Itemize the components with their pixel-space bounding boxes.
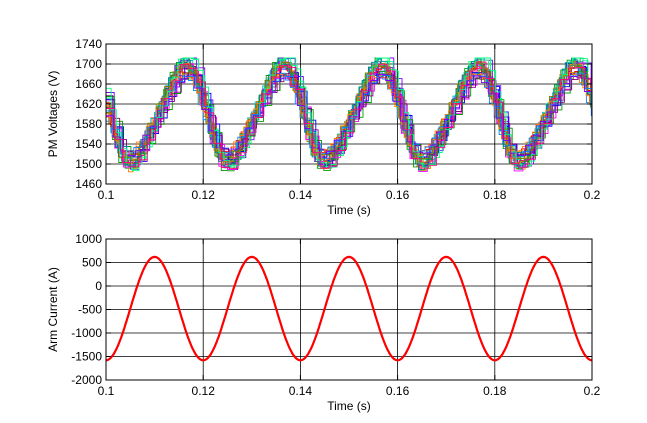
arm-current-y-tick-label: -2000 [71,373,102,387]
arm-current-x-tick-label: 0.2 [584,384,601,398]
arm-current-y-tick-label: -500 [78,303,102,317]
arm-current-x-tick-label: 0.12 [192,384,216,398]
pm-voltage-y-tick-label: 1660 [75,77,102,91]
arm-current-x-tick-label: 0.16 [386,384,410,398]
pm-voltage-y-tick-label: 1620 [75,97,102,111]
pm-voltage-y-tick-label: 1700 [75,57,102,71]
pm-voltage-x-tick-label: 0.2 [584,188,601,202]
arm-current-y-tick-label: -1500 [71,350,102,364]
pm-voltage-y-tick-label: 1460 [75,177,102,191]
arm-current-y-tick-label: -1000 [71,326,102,340]
arm-current-y-tick-label: 500 [82,256,102,270]
pm-voltage-x-tick-label: 0.12 [192,188,216,202]
pm-voltage-y-tick-labels: 1460 1500 1540 1580 1620 1660 1700 1740 [75,37,102,191]
pm-voltage-x-tick-label: 0.16 [386,188,410,202]
arm-current-y-tick-labels: -2000 -1500 -1000 -500 0 500 1000 [71,232,102,387]
pm-voltage-x-tick-labels: 0.1 0.12 0.14 0.16 0.18 0.2 [98,188,601,202]
arm-current-y-tick-label: 0 [95,279,102,293]
pm-voltage-y-tick-label: 1500 [75,157,102,171]
pm-voltage-trace [106,61,586,169]
arm-current-traces [106,255,592,362]
arm-current-plot: 0.1 0.12 0.14 0.16 0.18 0.2 -2000 -1500 -1000 -5… [46,232,601,413]
arm-current-y-tick-label: 1000 [75,232,102,246]
arm-current-x-tick-labels: 0.1 0.12 0.14 0.16 0.18 0.2 [98,384,601,398]
pm-voltage-plot: 0.1 0.12 0.14 0.16 0.18 0.2 14601500154015801… [46,37,601,217]
pm-voltage-x-tick-label: 0.14 [289,188,313,202]
arm-current-frame [105,238,593,381]
pm-voltage-trace [106,57,591,171]
arm-current-y-axis-label: Arm Current (A) [46,267,60,352]
pm-voltage-y-axis-label: PM Voltages (V) [46,71,60,158]
pm-voltage-y-tick-label: 1540 [75,137,102,151]
pm-voltage-trace [106,62,592,159]
pm-voltage-y-tick-label: 1740 [75,37,102,51]
arm-current-series-line [106,255,592,362]
arm-current-x-tick-label: 0.14 [289,384,313,398]
pm-voltage-trace [106,57,589,170]
pm-voltage-y-tick-label: 1580 [75,117,102,131]
pm-voltage-x-tick-label: 0.1 [98,188,115,202]
pm-voltage-traces [106,57,592,173]
arm-current-x-tick-label: 0.1 [98,384,115,398]
pm-voltage-x-tick-label: 0.18 [483,188,507,202]
pm-voltage-frame [105,43,593,185]
arm-current-x-tick-label: 0.18 [483,384,507,398]
pm-voltage-x-axis-label: Time (s) [327,203,371,217]
pm-voltage-trace [106,72,591,156]
arm-current-x-axis-label: Time (s) [327,399,371,413]
